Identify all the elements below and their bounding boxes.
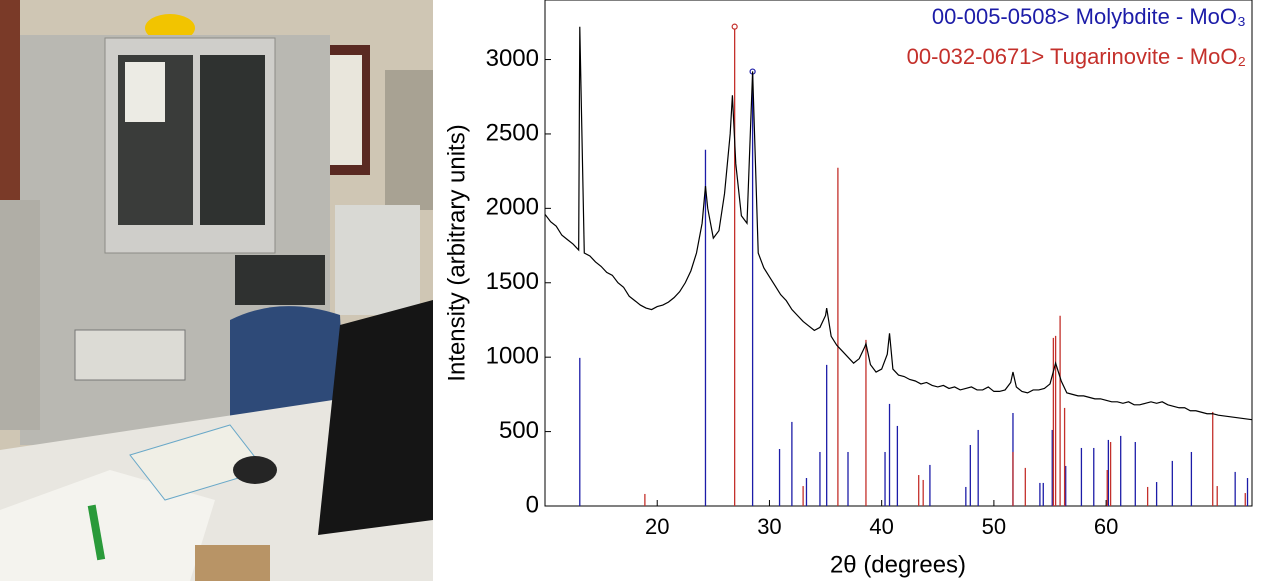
chiller	[335, 205, 420, 315]
plot: 0 500 1000 1500 2000 2500 3000 20 30 40 50 60 00-005…	[486, 0, 1253, 539]
y-tick-label: 2500	[486, 119, 539, 146]
y-tick-label: 1500	[486, 268, 539, 295]
chair	[230, 306, 345, 430]
stick-marker	[731, 23, 738, 30]
y-axis-label: Intensity (arbitrary units)	[443, 124, 470, 381]
x-tick-label: 20	[645, 514, 669, 539]
notebook	[0, 470, 215, 581]
legend-entry: 00-032-0671> Tugarinovite - MoO₂	[907, 44, 1246, 69]
y-tick-label: 500	[499, 417, 539, 444]
pattern-trace	[544, 26, 1253, 421]
pen-box	[195, 545, 270, 581]
control-panel	[235, 255, 325, 305]
y-tick-label: 0	[526, 491, 539, 518]
monitor	[318, 300, 433, 535]
chart-background	[433, 0, 1261, 581]
lab-photo	[0, 0, 433, 581]
x-tick-label: 50	[982, 514, 1006, 539]
x-axis-label: 2θ (degrees)	[830, 551, 966, 578]
plot-frame	[544, 0, 1253, 507]
mouse	[233, 456, 277, 484]
y-tick-label: 2000	[486, 194, 539, 221]
pipe	[385, 70, 433, 210]
y-tick-label: 3000	[486, 45, 539, 72]
legend-entry: 00-005-0508> Molybdite - MoO₃	[932, 4, 1246, 29]
y-tick-label: 1000	[486, 343, 539, 370]
pen	[87, 504, 106, 561]
side-unit	[0, 200, 40, 430]
x-tick-label: 30	[757, 514, 781, 539]
x-tick-label: 60	[1094, 514, 1118, 539]
notice	[125, 62, 165, 122]
front-panel	[74, 329, 186, 381]
x-tick-label: 40	[869, 514, 893, 539]
window-right	[200, 55, 265, 225]
